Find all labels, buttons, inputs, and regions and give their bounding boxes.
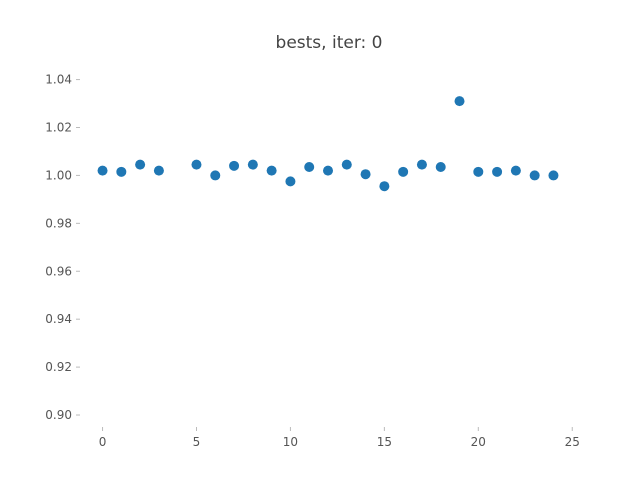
data-point xyxy=(191,159,202,170)
data-point xyxy=(529,170,540,181)
x-axis: 0 5 10 15 20 25 xyxy=(99,427,580,449)
x-tick-label: 20 xyxy=(471,435,486,449)
data-points xyxy=(97,96,559,192)
y-tick-label: 0.90 xyxy=(45,408,72,422)
data-point xyxy=(266,165,277,176)
data-point xyxy=(135,159,146,170)
data-point xyxy=(473,166,484,177)
y-tick-label: 1.00 xyxy=(45,168,72,182)
data-point xyxy=(97,165,108,176)
x-tick-label: 0 xyxy=(99,435,107,449)
data-point xyxy=(285,176,296,187)
data-point xyxy=(548,170,559,181)
data-point xyxy=(247,159,258,170)
data-point xyxy=(341,159,352,170)
y-tick-label: 0.98 xyxy=(45,216,72,230)
data-point xyxy=(416,159,427,170)
data-point xyxy=(398,166,409,177)
data-point xyxy=(323,165,333,176)
y-tick-label: 1.04 xyxy=(45,73,72,87)
data-point xyxy=(492,166,503,177)
data-point xyxy=(454,96,465,107)
data-point xyxy=(210,170,221,181)
y-tick-label: 0.92 xyxy=(45,360,72,374)
data-point xyxy=(379,181,390,192)
chart-title: bests, iter: 0 xyxy=(276,33,383,53)
data-point xyxy=(435,162,446,173)
data-point xyxy=(360,169,371,180)
y-tick-label: 1.02 xyxy=(45,120,72,134)
data-point xyxy=(153,165,164,176)
x-tick-label: 25 xyxy=(565,435,580,449)
data-point xyxy=(304,162,315,173)
x-tick-label: 10 xyxy=(283,435,298,449)
y-tick-label: 0.94 xyxy=(45,312,72,326)
data-point xyxy=(116,166,127,177)
data-point xyxy=(229,160,240,171)
x-tick-label: 5 xyxy=(193,435,201,449)
data-point xyxy=(510,165,521,176)
x-tick-label: 15 xyxy=(377,435,392,449)
y-axis: 0.90 0.92 0.94 0.96 0.98 1.00 1.02 1.04 xyxy=(45,73,80,422)
y-tick-label: 0.96 xyxy=(45,264,72,278)
